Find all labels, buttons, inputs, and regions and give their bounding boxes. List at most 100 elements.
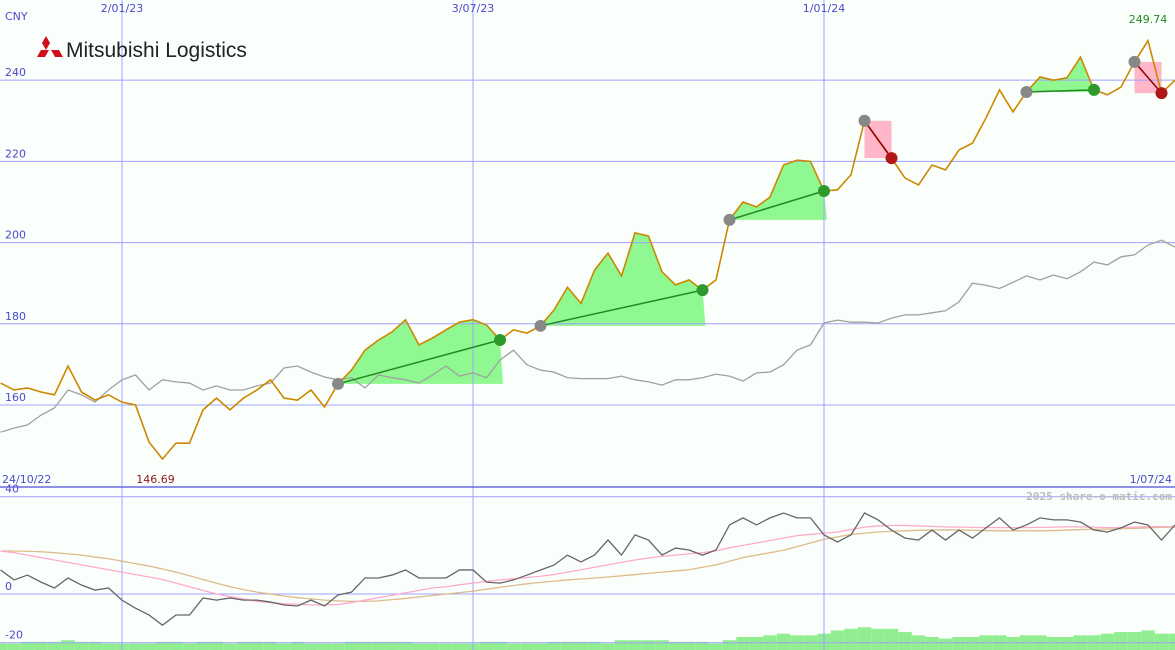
volume-bar: [1127, 632, 1142, 650]
series-line: [0, 526, 1175, 602]
volume-bar: [0, 643, 8, 650]
y-tick-label: 240: [5, 66, 26, 79]
date-from: 24/10/22: [2, 473, 51, 486]
volume-bar: [1100, 633, 1115, 650]
volume-bar: [952, 636, 966, 650]
y-tick-label: 180: [5, 310, 26, 323]
volume-bar: [452, 643, 467, 650]
volume-bar: [74, 641, 89, 650]
volume-bar: [574, 641, 588, 650]
series-line: [0, 524, 1175, 606]
volume-bar: [682, 641, 696, 650]
y-tick-label: 0: [5, 580, 12, 593]
volume-bar: [655, 640, 669, 650]
volume-bar: [331, 643, 345, 650]
volume-bar: [938, 638, 953, 650]
volume-bar: [385, 641, 399, 650]
trade-line: [729, 190, 825, 221]
volume-bar: [412, 643, 426, 650]
volume-bar: [169, 641, 183, 650]
entry-marker: [1128, 55, 1141, 68]
volume-bar: [1168, 633, 1175, 650]
volume-bar: [668, 641, 683, 650]
volume-bar: [830, 630, 845, 650]
volume-bar: [614, 640, 629, 650]
entry-marker: [332, 377, 344, 390]
y-tick-label: 220: [5, 147, 26, 160]
volume-bar: [425, 643, 440, 650]
volume-bar: [749, 636, 764, 650]
series-line: [0, 512, 1175, 627]
volume-bar: [34, 641, 48, 650]
trade-line: [337, 339, 501, 385]
volume-bar: [776, 633, 791, 650]
volume-bar: [263, 641, 278, 650]
trade-line: [1026, 89, 1095, 93]
volume-bar: [506, 643, 521, 650]
volume-bar: [155, 641, 170, 650]
volume-bar: [965, 636, 980, 650]
x-tick-label: 2/01/23: [101, 2, 143, 15]
volume-bar: [1154, 633, 1169, 650]
logo-diamond: [51, 50, 63, 57]
volume-bar: [142, 643, 156, 650]
volume-bar: [601, 643, 615, 650]
volume-bar: [709, 643, 723, 650]
volume-bar: [1114, 632, 1128, 650]
volume-bar: [722, 640, 737, 650]
volume-bar: [358, 641, 372, 650]
volume-bar: [736, 636, 750, 650]
volume-bar: [290, 641, 305, 650]
volume-bar: [277, 643, 291, 650]
x-tick-label: 3/07/23: [452, 2, 494, 15]
volume-bar: [628, 640, 642, 650]
volume-bar: [128, 643, 143, 650]
series-line: [0, 38, 1175, 461]
x-tick-label: 1/01/24: [803, 2, 845, 15]
exit-marker: [818, 185, 830, 198]
volume-bar: [925, 636, 939, 650]
entry-marker: [858, 114, 871, 127]
volume-bar: [236, 641, 251, 650]
high-label: 249.74: [1129, 13, 1168, 26]
trade-gain-area: [729, 160, 827, 220]
volume-bar: [1141, 630, 1155, 650]
exit-marker: [696, 284, 709, 297]
volume-bar: [398, 641, 413, 650]
logo-diamond: [37, 50, 49, 57]
entry-marker: [1020, 85, 1033, 98]
volume-bar: [884, 628, 899, 650]
volume-bar: [547, 641, 561, 650]
low-label: 146.69: [136, 473, 175, 486]
volume-bar: [844, 628, 858, 650]
volume-bar: [20, 641, 35, 650]
logo: [37, 36, 63, 57]
volume-bar: [493, 641, 507, 650]
logo-diamond: [42, 36, 50, 50]
volume-bar: [223, 643, 237, 650]
volume-bar: [61, 640, 75, 650]
volume-bar: [439, 643, 453, 650]
trade-line: [1133, 61, 1163, 94]
trade-gain-area: [338, 319, 503, 384]
chart-title: Mitsubishi Logistics: [66, 39, 247, 62]
y-tick-label: 200: [5, 229, 26, 242]
volume-bar: [209, 641, 224, 650]
volume-bar: [533, 643, 548, 650]
exit-marker: [1155, 87, 1168, 100]
exit-marker: [885, 152, 898, 165]
volume-bar: [317, 643, 332, 650]
volume-bar: [371, 641, 386, 650]
volume-bar: [898, 632, 912, 650]
y-tick-label: 40: [5, 483, 19, 496]
exit-marker: [494, 334, 506, 347]
volume-bar: [250, 641, 264, 650]
series-line: [0, 239, 1175, 433]
entry-marker: [723, 213, 736, 226]
watermark: 2025 share-o-matic.com: [1026, 490, 1172, 503]
volume-bar: [182, 643, 197, 650]
volume-bar: [88, 641, 102, 650]
y-axis-label: CNY: [5, 10, 28, 23]
volume-bar: [1060, 636, 1074, 650]
